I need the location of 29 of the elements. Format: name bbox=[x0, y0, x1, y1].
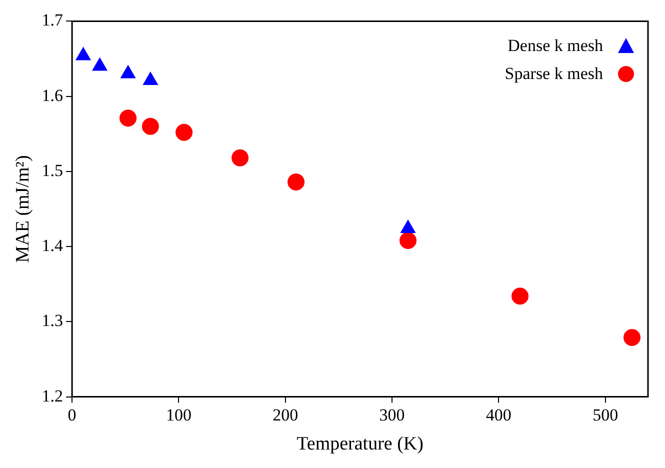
y-tick-label: 1.4 bbox=[42, 236, 64, 256]
point bbox=[76, 47, 91, 60]
x-tick-label: 0 bbox=[68, 405, 76, 424]
point bbox=[288, 173, 305, 190]
y-tick-label: 1.3 bbox=[42, 311, 64, 330]
legend-label: Dense k mesh bbox=[508, 36, 603, 56]
point bbox=[400, 232, 417, 250]
x-tick-label: 100 bbox=[166, 405, 192, 424]
y-tick-label: 1.2 bbox=[42, 386, 64, 406]
point bbox=[624, 328, 640, 346]
y-tick-label: 1.5 bbox=[42, 160, 64, 180]
x-tick-label: 300 bbox=[379, 405, 405, 424]
point bbox=[400, 220, 416, 234]
point bbox=[142, 118, 159, 135]
point bbox=[92, 58, 108, 71]
x-axis-title: Temperature (K) bbox=[296, 434, 424, 455]
y-tick-label: 1.6 bbox=[42, 86, 64, 105]
point bbox=[232, 149, 249, 166]
x-tick-label: 200 bbox=[272, 405, 298, 424]
point bbox=[512, 288, 529, 305]
x-tick-label: 400 bbox=[486, 405, 512, 424]
legend-label: Sparse k mesh bbox=[504, 64, 603, 84]
point bbox=[120, 65, 136, 78]
point bbox=[120, 110, 137, 127]
y-tick-label: 1.7 bbox=[42, 10, 64, 30]
point bbox=[176, 124, 193, 141]
point bbox=[143, 72, 158, 86]
y-axis-title: MAE (mJ/m²) bbox=[12, 155, 34, 263]
x-tick-label: 500 bbox=[592, 405, 618, 424]
